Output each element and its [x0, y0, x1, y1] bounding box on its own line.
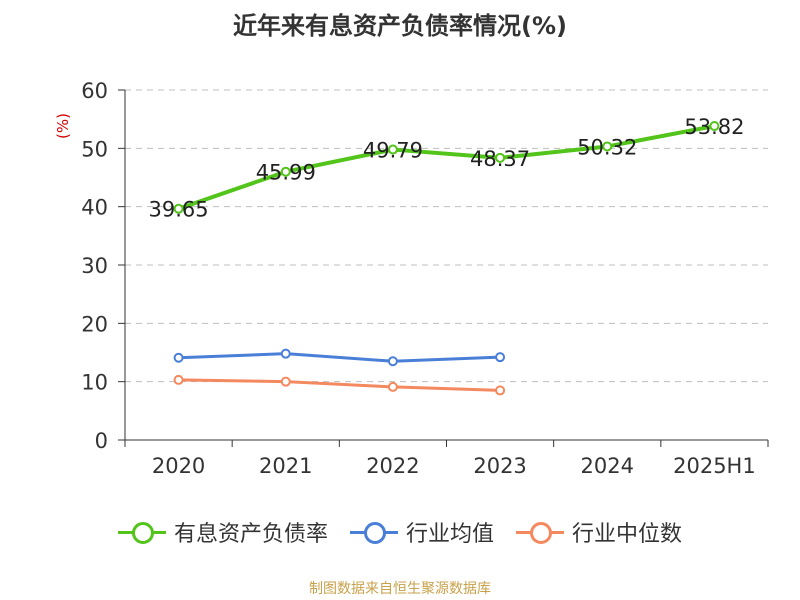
- legend-item-debt-ratio[interactable]: 有息资产负债率: [117, 516, 328, 548]
- data-point: [280, 376, 291, 387]
- data-label: 50.32: [577, 135, 637, 159]
- legend: 有息资产负债率 行业均值 行业中位数: [0, 516, 800, 548]
- data-point: [173, 352, 184, 363]
- data-label: 45.99: [256, 161, 316, 185]
- series-line: [176, 124, 717, 211]
- y-tick-label: 0: [95, 429, 108, 453]
- data-point: [495, 152, 506, 163]
- data-label: 48.37: [470, 147, 530, 171]
- legend-label-industry-mean: 行业均值: [405, 522, 494, 547]
- data-point: [280, 166, 291, 177]
- series-line: [177, 352, 502, 363]
- chart-title: 近年来有息资产负债率情况(%): [233, 12, 567, 40]
- x-tick-label: 2024: [581, 454, 634, 478]
- data-label: 39.65: [149, 198, 209, 222]
- y-tick-label: 20: [81, 312, 108, 336]
- data-point: [495, 385, 506, 396]
- legend-marker-industry-mean: [349, 520, 398, 544]
- y-tick-label: 10: [81, 371, 108, 395]
- data-point: [387, 381, 398, 392]
- legend-marker-debt-ratio: [117, 520, 166, 544]
- x-tick-label: 2020: [152, 454, 205, 478]
- series-line: [177, 378, 502, 392]
- data-label: 49.79: [363, 139, 423, 163]
- y-axis-label: (%): [54, 113, 72, 139]
- data-point: [173, 203, 184, 214]
- y-tick-label: 50: [81, 137, 108, 161]
- y-tick-label: 60: [81, 79, 108, 103]
- data-point: [602, 141, 613, 152]
- data-label: 53.82: [684, 115, 744, 139]
- data-point: [280, 348, 291, 359]
- legend-label-debt-ratio: 有息资产负债率: [173, 522, 328, 547]
- data-point: [173, 374, 184, 385]
- legend-label-industry-median: 行业中位数: [572, 522, 683, 547]
- y-tick-label: 30: [81, 254, 108, 278]
- data-point: [495, 352, 506, 363]
- legend-item-industry-median[interactable]: 行业中位数: [516, 516, 682, 548]
- x-tick-label: 2021: [259, 454, 312, 478]
- legend-marker-industry-median: [516, 520, 564, 544]
- y-tick-label: 40: [81, 196, 108, 220]
- x-tick-label: 2023: [473, 454, 526, 478]
- data-point: [387, 356, 398, 367]
- data-point: [387, 144, 398, 155]
- x-tick-label: 2022: [366, 454, 419, 478]
- legend-item-industry-mean[interactable]: 行业均值: [349, 516, 494, 548]
- data-point: [709, 121, 720, 132]
- data-source: 制图数据来自恒生聚源数据库: [309, 581, 491, 597]
- x-tick-label: 2025H1: [673, 454, 756, 478]
